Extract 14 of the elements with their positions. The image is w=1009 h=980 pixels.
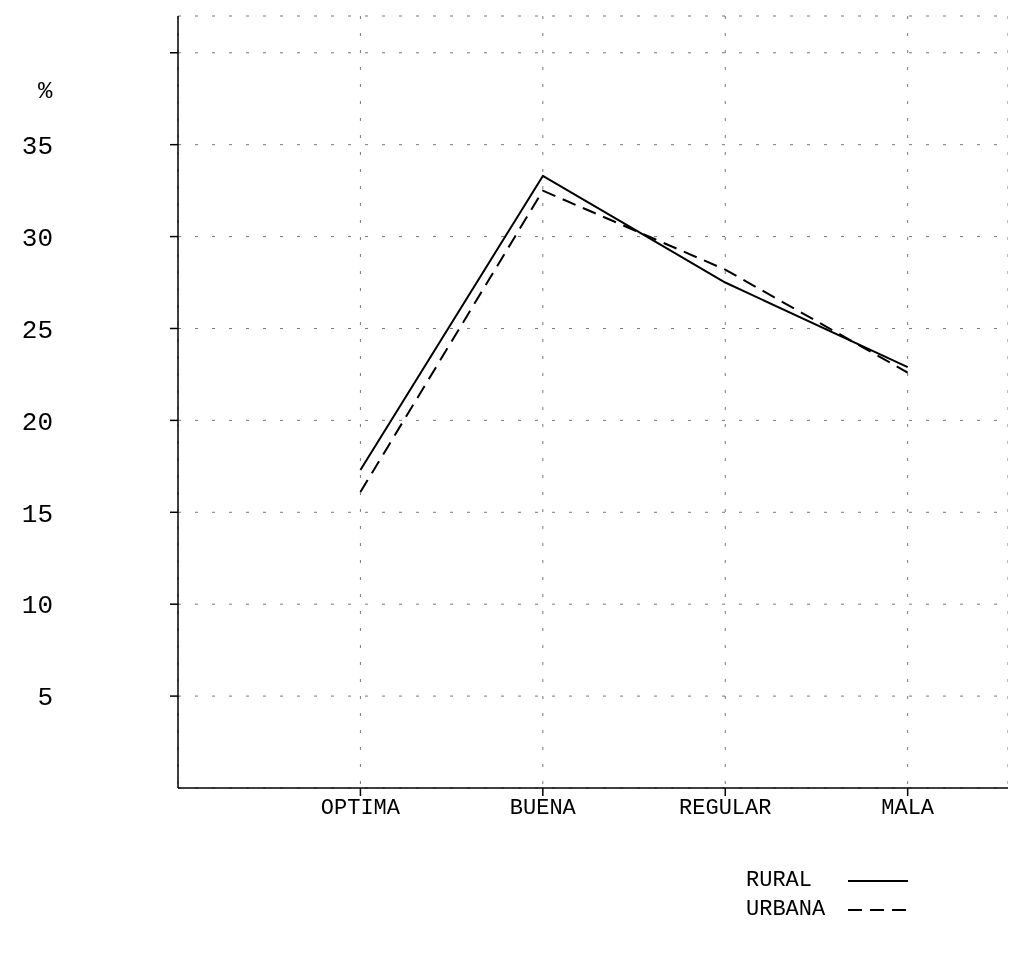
y-axis-title: % xyxy=(38,78,53,105)
x-tick-label: OPTIMA xyxy=(320,795,401,821)
y-tick-label: 25 xyxy=(21,315,53,346)
legend-label: URBANA xyxy=(746,897,827,922)
y-tick-label: 15 xyxy=(21,499,53,530)
y-tick-label: 5 xyxy=(37,683,53,714)
y-tick-label: 20 xyxy=(21,407,53,438)
y-tick-label: 30 xyxy=(21,223,53,254)
legend-label: RURAL xyxy=(746,868,813,893)
y-tick-label: 10 xyxy=(21,591,53,622)
x-tick-label: MALA xyxy=(881,795,935,821)
x-tick-label: REGULAR xyxy=(679,795,772,821)
y-tick-label: 35 xyxy=(21,131,53,162)
x-tick-label: BUENA xyxy=(509,795,577,821)
